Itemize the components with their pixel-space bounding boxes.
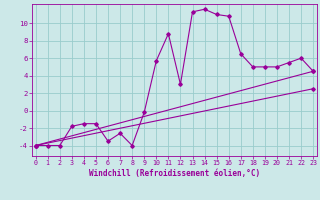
X-axis label: Windchill (Refroidissement éolien,°C): Windchill (Refroidissement éolien,°C) [89,169,260,178]
